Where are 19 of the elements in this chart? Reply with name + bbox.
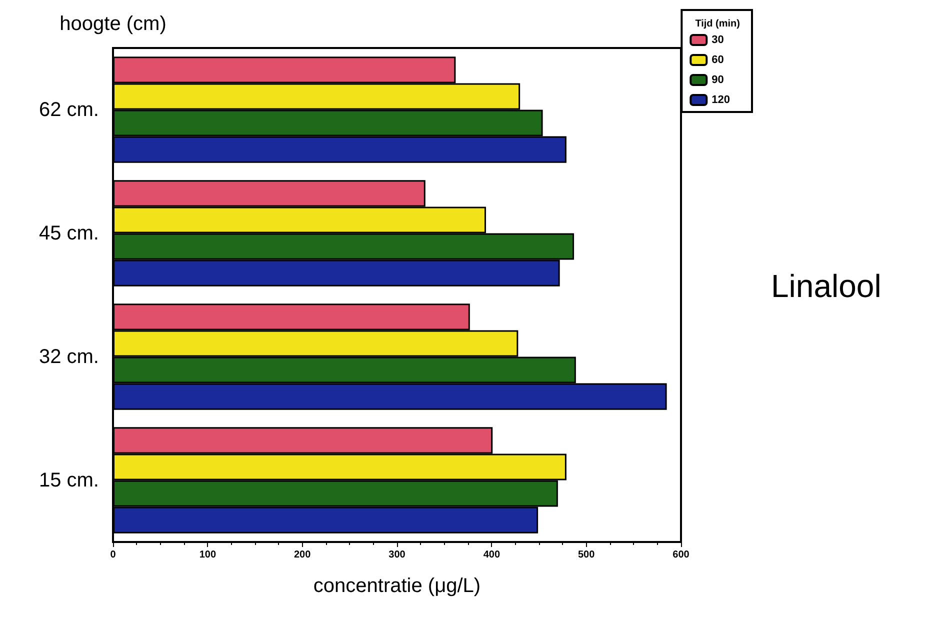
legend-label: 60: [712, 54, 724, 66]
legend-label: 120: [712, 94, 730, 106]
x-axis-title: concentratie (μg/L): [313, 575, 481, 597]
y-tick-label: 45 cm.: [38, 222, 99, 244]
x-tick-label: 300: [388, 550, 406, 560]
x-tick-label: 500: [578, 550, 596, 560]
text: Linalool: [771, 268, 882, 304]
legend-label: 30: [712, 34, 724, 46]
y-axis-title: hoogte (cm): [60, 13, 166, 35]
y-tick-label: 15 cm.: [38, 469, 99, 492]
y-tick-label: 32 cm.: [38, 346, 99, 368]
legend-title: Tijd (min): [695, 18, 740, 30]
x-tick-label: 200: [294, 550, 312, 560]
x-tick-label: 100: [199, 550, 216, 560]
x-tick-label: 600: [672, 550, 690, 560]
x-tick-label: 0: [110, 550, 116, 560]
x-tick-label: 400: [483, 550, 500, 560]
legend-label: 90: [712, 74, 724, 86]
y-tick-label: 62 cm.: [38, 98, 99, 121]
